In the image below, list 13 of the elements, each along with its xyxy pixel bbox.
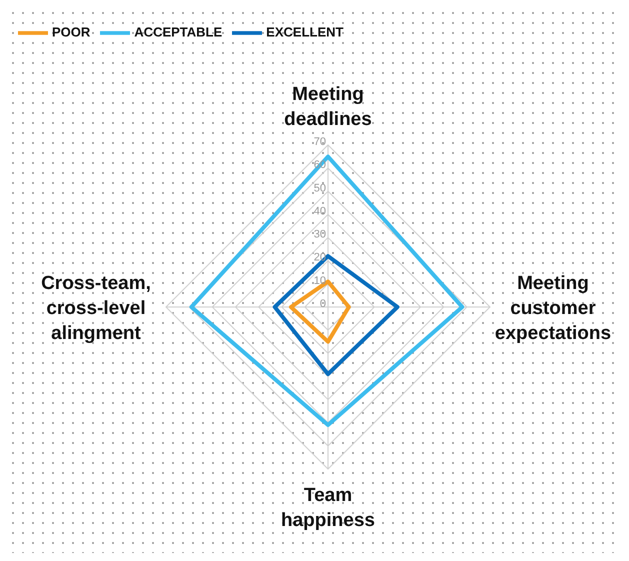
y-tick-label: 70 <box>314 136 326 148</box>
legend-label: EXCELLENT <box>266 24 344 40</box>
y-tick-label: 30 <box>314 228 326 241</box>
y-tick-label: 50 <box>314 182 326 194</box>
legend-label: ACCEPTABLE <box>134 24 222 40</box>
y-tick-label: 10 <box>314 274 326 287</box>
spoke-label: Meeting customer expectations <box>494 273 612 344</box>
spoke-label: Team happiness <box>281 485 375 531</box>
y-tick-label: 40 <box>314 205 326 218</box>
y-tick-label: 0 <box>320 298 326 310</box>
spoke-label: Cross-team, cross-level alingment <box>41 273 151 344</box>
legend-label: POOR <box>52 24 90 40</box>
spoke-label: Meeting deadlines <box>284 84 372 130</box>
